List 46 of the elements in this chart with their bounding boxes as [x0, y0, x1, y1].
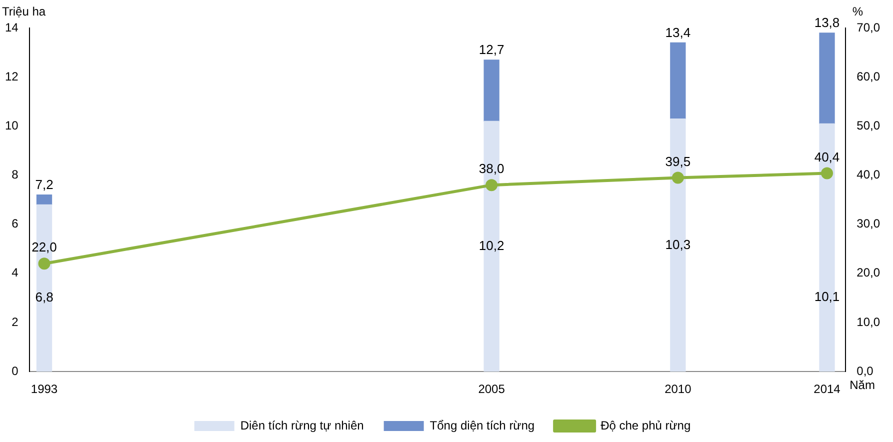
- data-label: 38,0: [478, 161, 504, 176]
- bar: [36, 194, 52, 206]
- bar: [670, 42, 686, 120]
- x-tick-label: 1993: [30, 382, 58, 396]
- data-label: 10,3: [665, 236, 691, 252]
- y-tick-label: 14: [4, 20, 19, 34]
- y2-tick-label: 40,0: [856, 168, 880, 182]
- y-axis-title: Triệu ha: [2, 4, 46, 18]
- y-tick-label: 12: [4, 69, 19, 84]
- x-tick-label: 2010: [664, 382, 692, 396]
- total-label: 13,4: [665, 24, 691, 40]
- y-tick-label: 0: [12, 364, 19, 378]
- legend-label: Diên tích rừng tự nhiên: [240, 418, 364, 432]
- y-tick-label: 6: [12, 216, 19, 231]
- x-tick-label: 2014: [814, 382, 841, 396]
- y-tick-label: 2: [12, 314, 19, 329]
- legend-label: Tổng diện tích rừng: [430, 418, 535, 432]
- y2-tick-label: 0,0: [856, 364, 874, 378]
- point: [821, 167, 834, 180]
- y2-tick-label: 30,0: [856, 216, 880, 231]
- y-tick-label: 8: [12, 168, 19, 182]
- data-label: 22,0: [32, 240, 57, 255]
- data-label: 10,2: [478, 238, 504, 254]
- y2-tick-label: 10,0: [856, 314, 880, 329]
- y2-tick-label: 70,0: [856, 20, 880, 34]
- bar: [484, 60, 500, 122]
- x-tick-label: 2005: [478, 382, 506, 396]
- x-axis-title: Năm: [850, 378, 875, 392]
- point: [672, 172, 684, 184]
- y-tick-label: 10: [4, 118, 19, 132]
- total-label: 13,8: [814, 14, 840, 30]
- data-label: 10,1: [814, 289, 840, 304]
- point: [38, 258, 50, 270]
- total-label: 12,7: [478, 42, 504, 57]
- bar: [819, 32, 835, 124]
- y2-tick-label: 50,0: [856, 118, 880, 132]
- y-tick-label: 4: [12, 266, 19, 280]
- y2-tick-label: 20,0: [856, 266, 880, 280]
- data-label: 40,4: [814, 149, 840, 164]
- point: [486, 179, 498, 192]
- y2-axis-title: %: [852, 4, 864, 18]
- y2-tick-label: 60,0: [856, 69, 880, 84]
- total-label: 7,2: [35, 176, 54, 192]
- data-label: 39,5: [665, 154, 691, 169]
- legend-label: Độ che phủ rừng: [600, 418, 691, 432]
- data-label: 6,8: [35, 290, 54, 305]
